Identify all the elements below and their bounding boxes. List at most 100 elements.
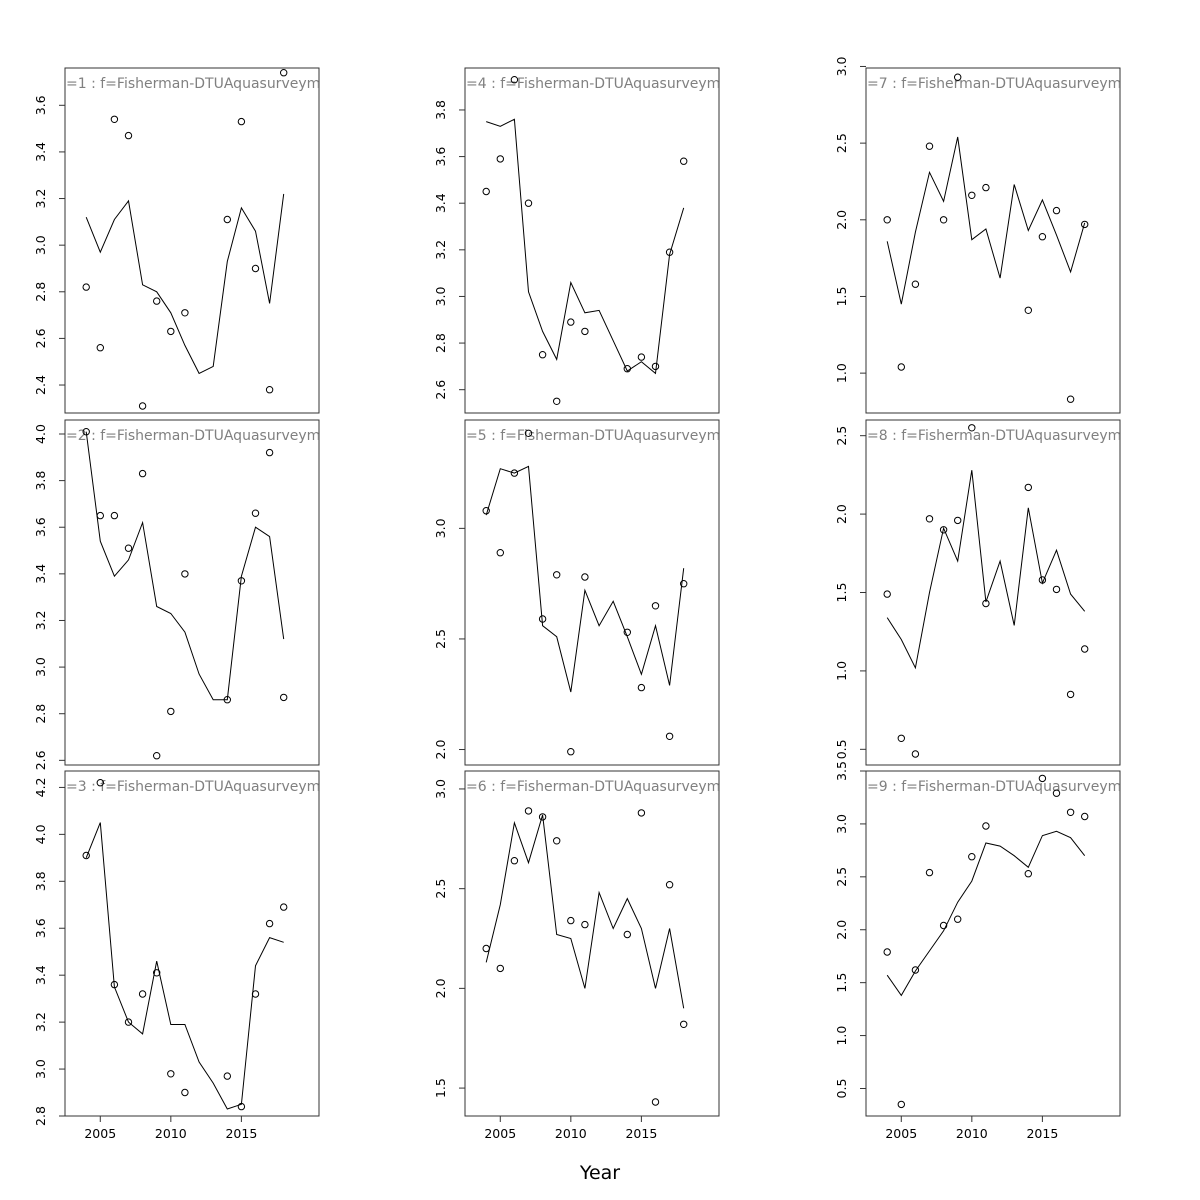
y-tick-label: 2.0 [834,210,849,230]
y-tick-label: 1.0 [834,363,849,383]
observed-point [153,969,161,977]
y-tick-label: 4.0 [33,424,48,444]
y-tick-label: 3.4 [33,142,48,162]
fitted-line [886,830,1086,997]
y-tick-label: 3.4 [33,564,48,584]
panel-9: =9 : f=Fisherman-DTUAquasurveyme 0.5 1.0 1.… [834,761,1130,1141]
observed-point [237,117,246,126]
observed-point [1066,690,1075,699]
fitted-line [85,822,284,1110]
y-tick-label: 3.8 [33,871,48,891]
observed-point [581,920,589,929]
observed-point [510,857,519,865]
y-tick-label: 3.0 [433,518,448,538]
y-tick-label: 3.5 [834,761,849,781]
observed-point [251,990,260,998]
observed-point [651,602,660,610]
x-tick-label: 2010 [956,1126,988,1141]
panel-5: =5 : f=Fisherman-DTUAquasurveyme 2.0 2.5 3.… [433,419,720,766]
panel-frame [865,770,1121,1117]
y-tick-label: 0.5 [834,739,849,759]
y-tick-label: 2.8 [33,1106,48,1126]
observed-point [280,903,288,911]
observed-point [223,696,232,704]
panel-frame [464,67,720,414]
observed-point [665,248,674,256]
observed-point [939,216,948,224]
observed-point [623,930,631,939]
y-tick-label: 3.6 [33,95,48,115]
observed-point [167,707,175,716]
observed-point [538,351,547,359]
y-tick-label: 3.4 [433,193,448,213]
y-tick-label: 2.5 [834,867,849,887]
y-tick-label: 1.0 [834,661,849,681]
observed-point [1024,870,1033,878]
panel-frame [865,419,1121,766]
observed-point [1052,585,1061,594]
observed-point [482,187,490,196]
panel-strip-label: =7 : f=Fisherman-DTUAquasurveyme [867,76,1130,92]
observed-point [911,966,920,974]
observed-point [82,851,90,860]
y-tick-label: 2.5 [834,426,849,446]
observed-point [954,73,962,81]
observed-point [510,469,519,477]
y-tick-label: 1.5 [834,583,849,603]
observed-point [1024,306,1033,314]
observed-point [968,424,976,432]
observed-point [665,881,674,889]
observed-point [665,732,674,740]
panel-strip-label: =9 : f=Fisherman-DTUAquasurveyme [867,779,1130,795]
y-tick-label: 3.0 [33,235,48,255]
y-tick-label: 3.6 [33,918,48,938]
observed-point [181,570,189,578]
observed-point [1052,206,1061,215]
observed-point [96,344,105,352]
observed-point [581,573,589,581]
observed-point [110,980,119,989]
observed-point [925,515,934,523]
observed-point [897,1100,905,1109]
observed-point [897,363,905,371]
observed-point [553,571,561,579]
fitted-line [886,136,1086,305]
observed-point [897,734,905,742]
y-tick-label: 3.0 [433,779,448,799]
observed-point [680,1020,688,1029]
observed-point [237,577,246,585]
panel-frame [64,770,320,1117]
observed-point [110,115,119,124]
observed-point [680,157,688,165]
observed-point [482,944,490,953]
observed-point [651,1098,660,1106]
y-tick-label: 2.5 [834,133,849,153]
y-tick-label: 3.0 [433,286,448,306]
observed-point [124,544,133,552]
y-tick-label: 4.0 [33,824,48,844]
y-tick-label: 3.4 [33,965,48,985]
observed-point [496,155,504,163]
y-tick-label: 2.6 [433,380,448,400]
panel-frame [865,67,1121,414]
observed-point [1024,483,1033,492]
y-tick-label: 2.4 [33,375,48,395]
fitted-line [485,814,685,1009]
observed-point [280,69,288,77]
observed-point [637,809,646,817]
x-tick-label: 2015 [1026,1126,1058,1141]
panel-2: =2 : f=Fisherman-DTUAquasurveyme 2.6 2.8 3.… [33,419,320,770]
observed-point [637,683,646,692]
panel-7: =7 : f=Fisherman-DTUAquasurveyme 1.0 1.5 2.… [834,56,1130,414]
observed-point [524,429,533,437]
panels-group: =1 : f=Fisherman-DTUAquasurveyme 2.4 2.6 2.… [33,56,1130,1141]
observed-point [110,511,119,520]
y-tick-label: 3.8 [33,471,48,491]
y-tick-label: 2.5 [433,629,448,649]
x-tick-label: 2005 [484,1126,516,1141]
x-tick-label: 2010 [155,1126,187,1141]
observed-point [496,549,504,557]
observed-point [581,327,589,336]
observed-point [82,283,90,291]
observed-point [968,853,976,861]
